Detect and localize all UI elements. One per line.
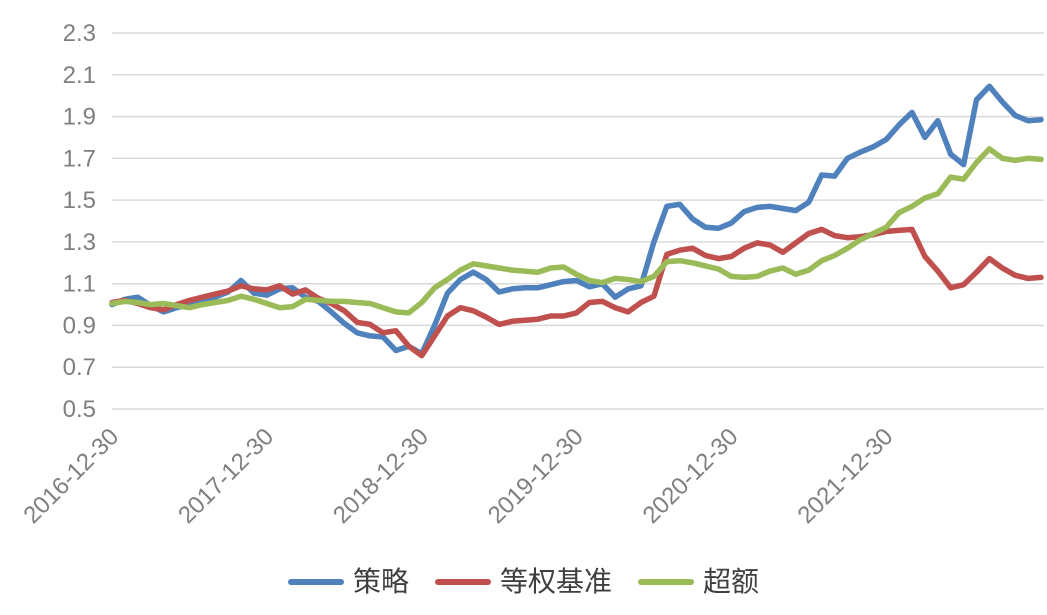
y-tick-label: 1.9 (63, 104, 96, 131)
y-tick-label: 1.5 (63, 187, 96, 214)
legend-label-excess: 超额 (703, 565, 760, 598)
y-tick-label: 1.3 (63, 229, 96, 256)
x-tick-label: 2021-12-30 (793, 423, 899, 529)
legend-swatch-strategy-icon (287, 579, 344, 585)
legend-item-excess: 超额 (638, 568, 759, 596)
x-tick-label: 2019-12-30 (483, 423, 589, 529)
series-line-0 (109, 83, 1044, 357)
y-tick-label: 2.3 (63, 20, 96, 47)
chart-legend: 策略 等权基准 超额 (0, 568, 1047, 596)
legend-swatch-excess-icon (638, 579, 694, 585)
legend-swatch-benchmark-icon (434, 579, 491, 585)
y-tick-label: 2.1 (63, 62, 96, 89)
x-tick-label: 2020-12-30 (638, 423, 744, 529)
y-tick-label: 0.7 (63, 354, 96, 381)
series-line-2 (109, 146, 1044, 316)
y-tick-label: 1.7 (63, 145, 96, 172)
legend-label-benchmark: 等权基准 (499, 565, 612, 598)
legend-item-equal-weight-benchmark: 等权基准 (434, 565, 612, 598)
legend-item-strategy: 策略 (287, 565, 409, 598)
series-line-1 (109, 226, 1044, 359)
y-tick-label: 0.9 (63, 312, 96, 339)
legend-label-strategy: 策略 (352, 565, 409, 598)
y-tick-label: 0.5 (63, 396, 96, 423)
x-tick-label: 2016-12-30 (18, 423, 124, 529)
y-tick-label: 1.1 (63, 271, 96, 298)
x-tick-label: 2017-12-30 (173, 423, 279, 529)
x-tick-label: 2018-12-30 (328, 423, 434, 529)
